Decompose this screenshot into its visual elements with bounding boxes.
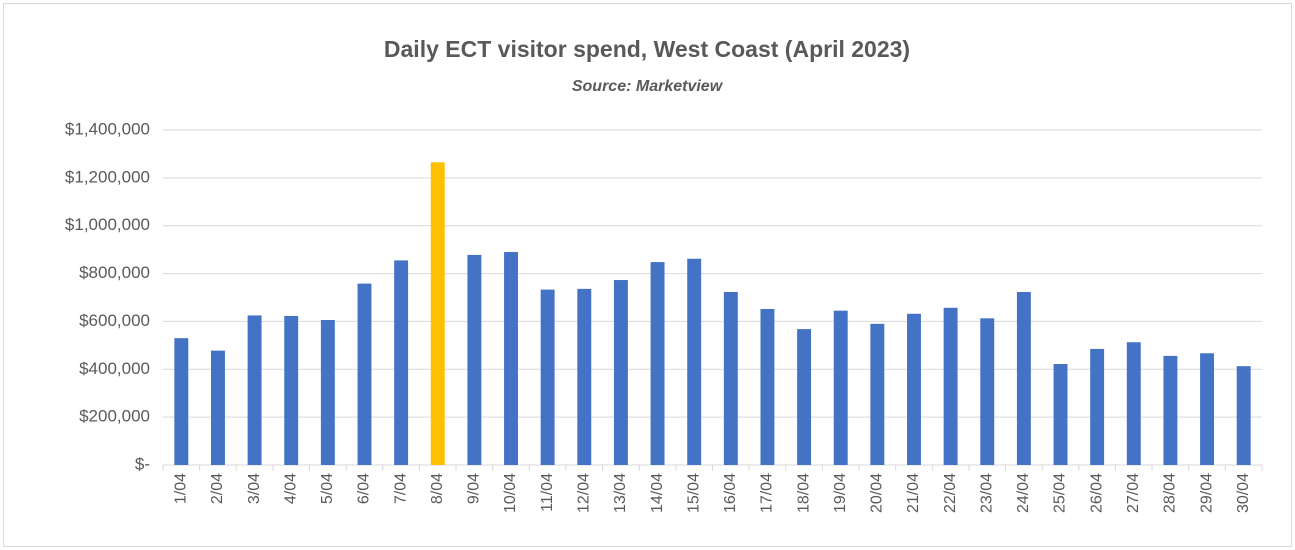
x-tick-label: 5/04: [319, 473, 336, 504]
y-tick-label: $-: [135, 454, 150, 473]
bar: [760, 308, 775, 465]
x-tick-label: 17/04: [759, 473, 776, 513]
x-tick-label: 9/04: [466, 473, 483, 504]
y-tick-label: $200,000: [79, 407, 150, 426]
x-tick-label: 10/04: [502, 473, 519, 513]
x-tick-label: 16/04: [722, 473, 739, 513]
x-tick-label: 23/04: [978, 473, 995, 513]
bar: [1090, 348, 1105, 465]
bar: [650, 262, 665, 465]
x-tick-label: 15/04: [685, 473, 702, 513]
bar: [723, 291, 738, 465]
bar: [907, 313, 921, 465]
bar: [687, 258, 702, 465]
bar: [540, 289, 555, 465]
x-tick-label: 1/04: [173, 473, 190, 504]
bar: [174, 338, 189, 465]
bar: [870, 323, 885, 465]
y-tick-label: $400,000: [79, 359, 150, 378]
bar: [284, 315, 299, 465]
chart-subtitle: Source: Marketview: [572, 78, 724, 95]
x-tick-label: 21/04: [905, 473, 922, 513]
bar: [320, 319, 335, 465]
chart-title: Daily ECT visitor spend, West Coast (Apr…: [384, 36, 910, 62]
x-tick-label: 8/04: [429, 473, 446, 504]
bar: [1236, 366, 1251, 465]
x-tick-label: 4/04: [282, 473, 299, 504]
x-tick-label: 30/04: [1235, 473, 1252, 513]
x-tick-label: 13/04: [612, 473, 629, 513]
bar: [1016, 291, 1031, 465]
x-tick-label: 26/04: [1088, 473, 1105, 513]
x-tick-label: 25/04: [1052, 473, 1069, 513]
x-tick-label: 11/04: [539, 473, 556, 512]
bar: [943, 307, 958, 465]
x-tick-label: 28/04: [1162, 473, 1179, 513]
bar: [1053, 364, 1068, 465]
bar: [357, 283, 372, 465]
y-tick-label: $1,400,000: [65, 119, 150, 138]
bar: [1126, 342, 1141, 465]
x-tick-label: 20/04: [869, 473, 886, 513]
bar: [210, 350, 225, 465]
bar: [467, 254, 482, 465]
bar: [613, 280, 628, 465]
bar: [247, 315, 262, 465]
bar: [577, 288, 592, 465]
bar: [797, 329, 812, 465]
x-tick-label: 14/04: [649, 473, 666, 513]
bar: [1200, 353, 1215, 465]
x-tick-label: 18/04: [795, 473, 812, 513]
bar: [833, 310, 848, 465]
x-tick-label: 3/04: [246, 473, 263, 504]
y-tick-label: $1,200,000: [65, 167, 150, 186]
y-tick-label: $1,000,000: [65, 215, 150, 234]
bar: [504, 252, 518, 465]
bar: [980, 318, 995, 465]
x-tick-label: 27/04: [1125, 473, 1142, 513]
x-tick-label: 7/04: [392, 473, 409, 504]
x-tick-label: 6/04: [356, 473, 373, 504]
x-tick-label: 24/04: [1015, 473, 1032, 513]
y-tick-label: $800,000: [79, 263, 150, 282]
x-tick-label: 29/04: [1198, 473, 1215, 513]
y-tick-label: $600,000: [79, 311, 150, 330]
x-tick-label: 22/04: [942, 473, 959, 513]
x-tick-label: 2/04: [209, 473, 226, 504]
bar: [394, 260, 409, 465]
bar: [430, 162, 445, 465]
bar: [1163, 355, 1178, 465]
x-tick-label: 12/04: [576, 473, 593, 513]
x-tick-label: 19/04: [832, 473, 849, 513]
